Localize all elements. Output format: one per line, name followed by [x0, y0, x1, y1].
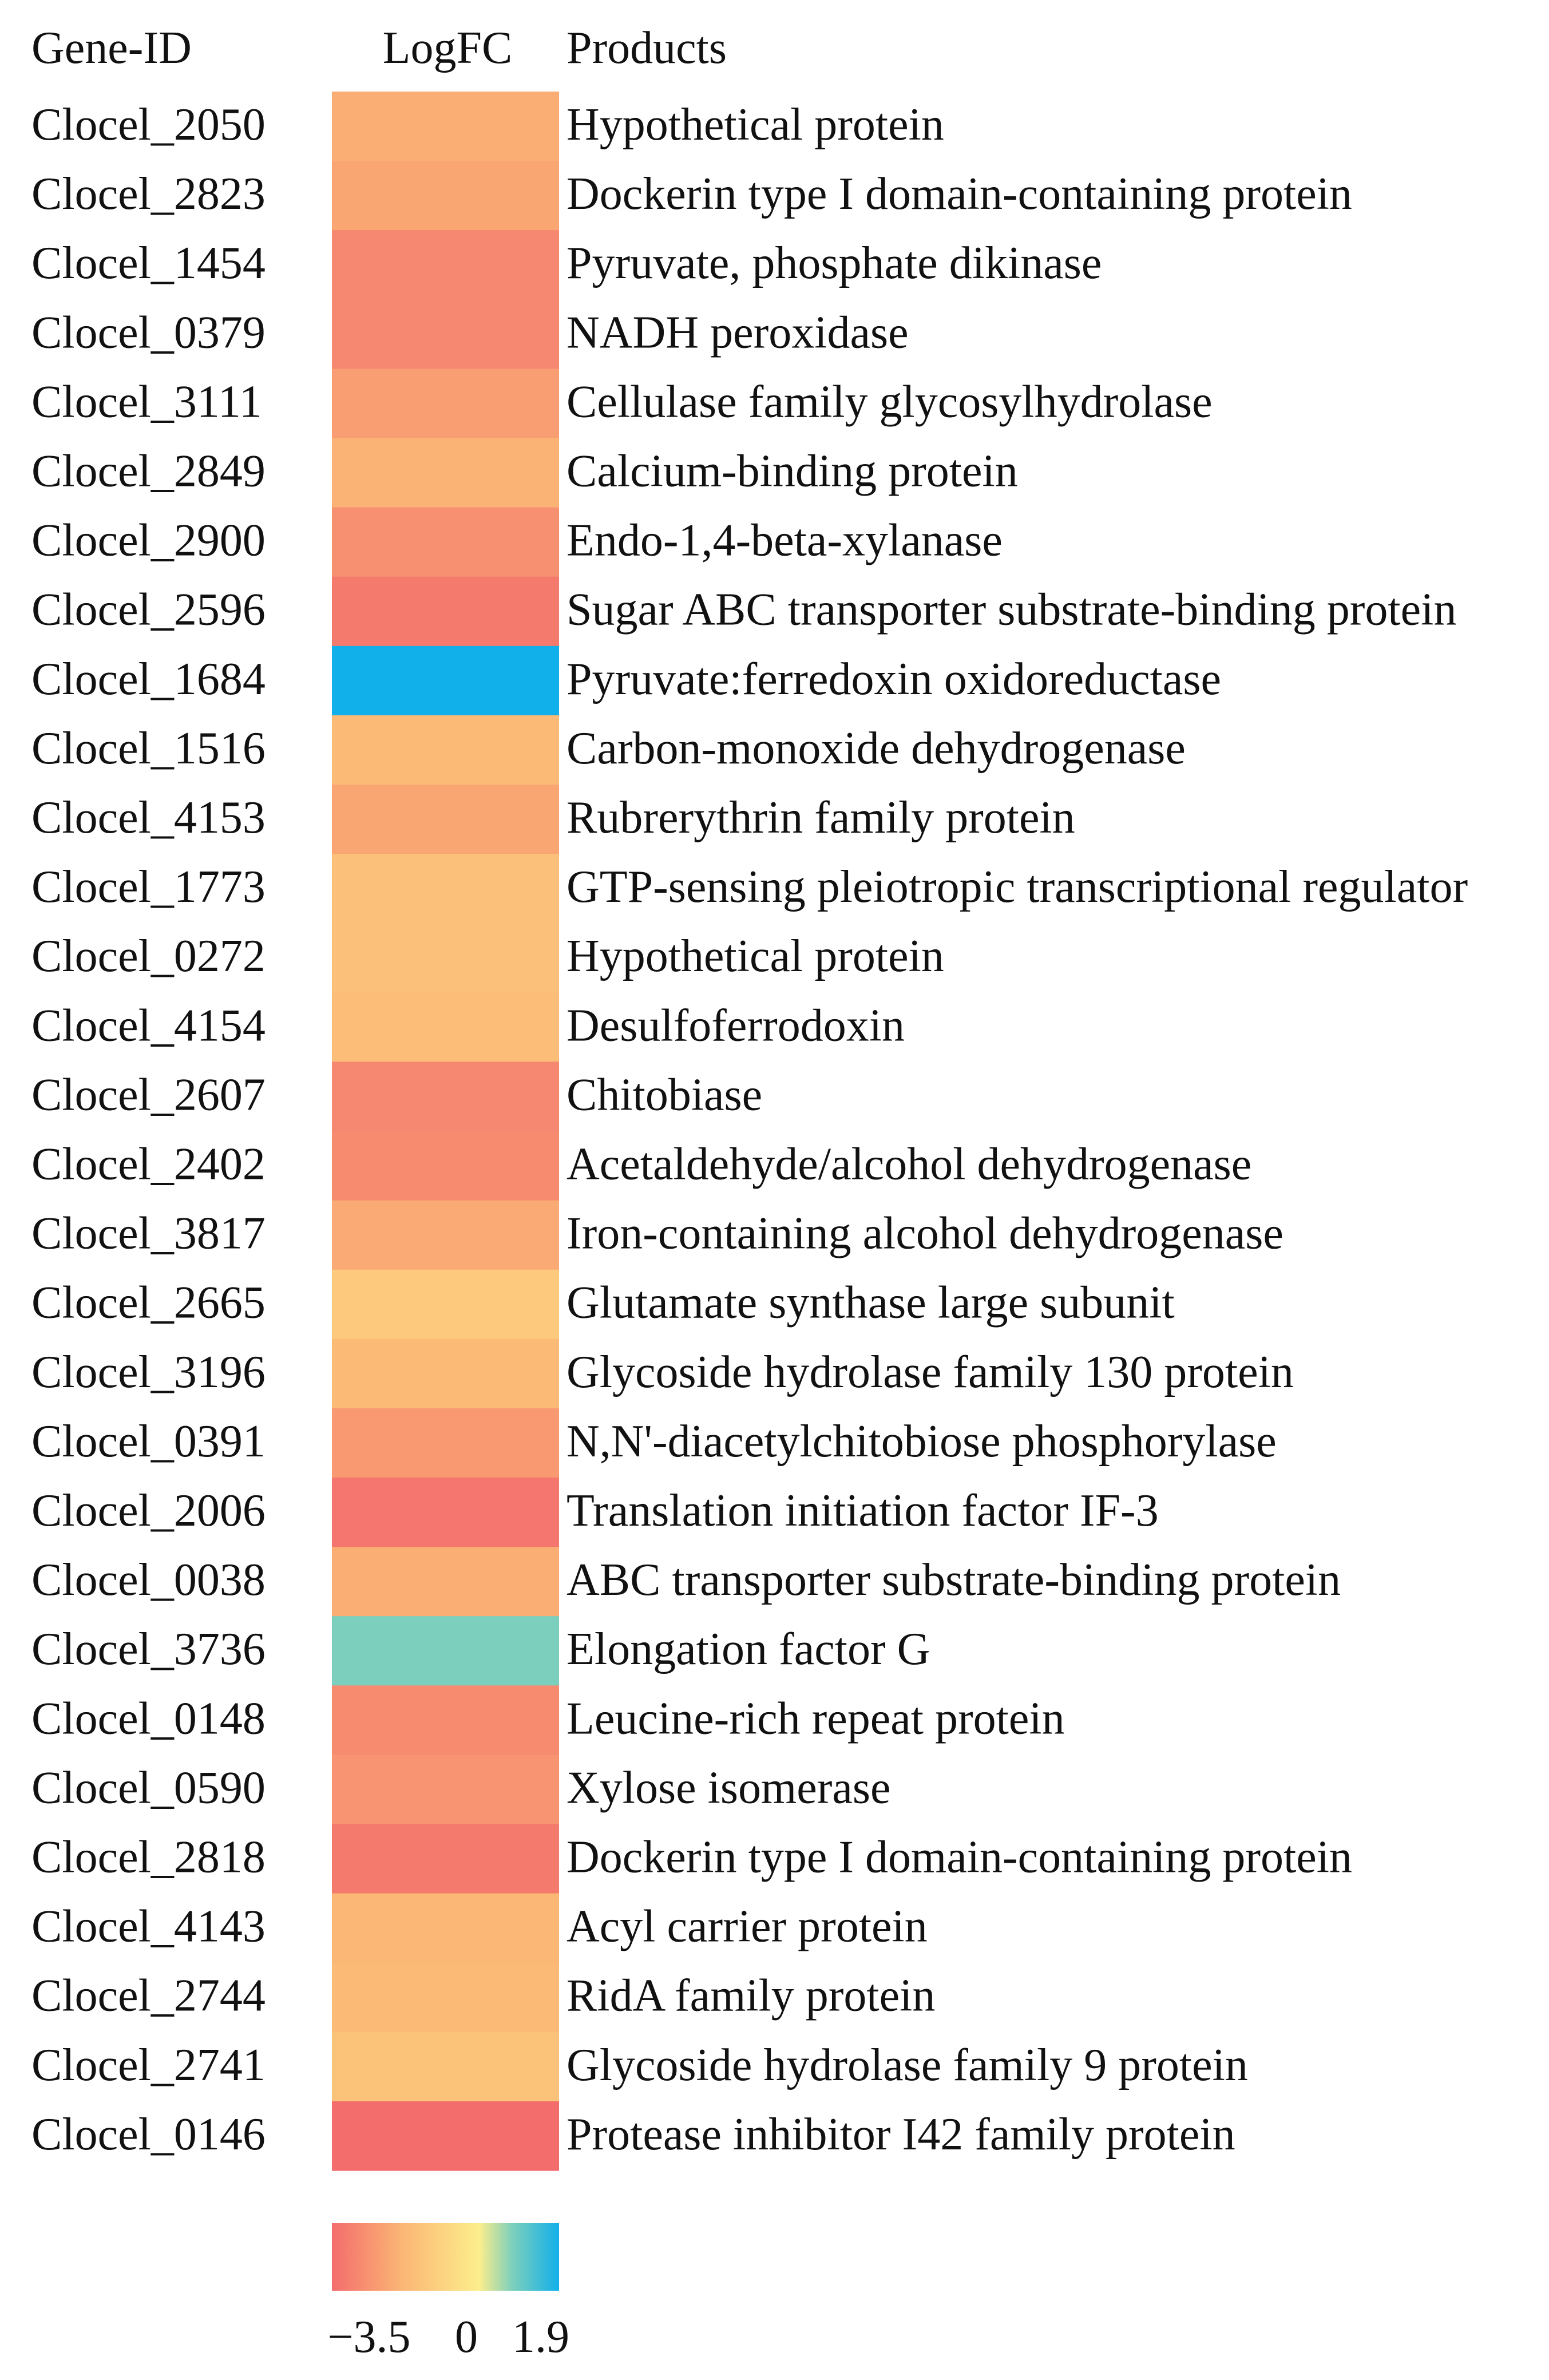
heatmap-cell	[332, 1062, 559, 1132]
heatmap-cell	[332, 438, 559, 508]
heatmap-cell	[332, 1269, 559, 1340]
gene-id-label: Clocel_2900	[31, 516, 266, 566]
header-gene-id: Gene-ID	[31, 23, 192, 73]
gene-id-label: Clocel_0038	[31, 1555, 266, 1605]
heatmap-cell	[332, 646, 559, 716]
product-label: NADH peroxidase	[566, 307, 909, 358]
gene-id-label: Clocel_1773	[31, 862, 266, 912]
gene-id-label: Clocel_0590	[31, 1763, 266, 1813]
heatmap-cell	[332, 1755, 559, 1825]
heatmap-cell	[332, 1962, 559, 2033]
heatmap-cell	[332, 1338, 559, 1409]
gene-id-label: Clocel_4143	[31, 1902, 266, 1952]
product-label: Pyruvate, phosphate dikinase	[566, 238, 1102, 288]
gene-id-label: Clocel_2607	[31, 1070, 266, 1120]
color-scale-mid-label: 0	[455, 2312, 478, 2362]
heatmap-cell	[332, 1547, 559, 1617]
heatmap-cell	[332, 369, 559, 439]
gene-id-label: Clocel_3196	[31, 1347, 266, 1397]
gene-id-label: Clocel_2741	[31, 2040, 266, 2090]
gene-id-label: Clocel_2744	[31, 1971, 266, 2021]
color-scale-min-label: −3.5	[327, 2312, 410, 2362]
product-label: Carbon-monoxide dehydrogenase	[566, 723, 1186, 774]
heatmap-cell	[332, 715, 559, 785]
heatmap-cell	[332, 507, 559, 577]
gene-id-label: Clocel_0379	[31, 307, 266, 358]
product-label: Desulfoferrodoxin	[566, 1000, 905, 1051]
heatmap-cell	[332, 161, 559, 231]
product-label: Leucine-rich repeat protein	[566, 1693, 1065, 1744]
header-logfc: LogFC	[383, 23, 513, 73]
heatmap-cell	[332, 854, 559, 924]
gene-id-label: Clocel_4154	[31, 1000, 266, 1051]
heatmap-cell	[332, 1824, 559, 1894]
gene-id-label: Clocel_0272	[31, 931, 266, 981]
heatmap-cell	[332, 299, 559, 369]
product-label: Acetaldehyde/alcohol dehydrogenase	[566, 1139, 1251, 1190]
product-label: Hypothetical protein	[566, 931, 944, 981]
color-scale-bar	[332, 2223, 559, 2291]
gene-id-label: Clocel_2402	[31, 1139, 266, 1190]
gene-id-label: Clocel_2823	[31, 169, 266, 219]
header-products: Products	[566, 23, 727, 73]
product-label: Sugar ABC transporter substrate-binding …	[566, 585, 1456, 635]
product-label: ABC transporter substrate-binding protei…	[566, 1555, 1341, 1605]
product-label: Chitobiase	[566, 1070, 762, 1120]
product-label: RidA family protein	[566, 1971, 935, 2021]
product-label: Rubrerythrin family protein	[566, 793, 1075, 843]
product-label: GTP-sensing pleiotropic transcriptional …	[566, 862, 1468, 912]
product-label: Glycoside hydrolase family 9 protein	[566, 2040, 1248, 2090]
color-scale-max-label: 1.9	[512, 2312, 569, 2362]
product-label: Dockerin type I domain-containing protei…	[566, 1832, 1352, 1883]
product-label: Cellulase family glycosylhydrolase	[566, 377, 1213, 427]
gene-id-label: Clocel_0148	[31, 1693, 266, 1744]
heatmap-cell	[332, 576, 559, 647]
gene-id-label: Clocel_2849	[31, 446, 266, 497]
product-label: Glycoside hydrolase family 130 protein	[566, 1347, 1294, 1397]
product-label: N,N'-diacetylchitobiose phosphorylase	[566, 1416, 1277, 1467]
gene-id-label: Clocel_1454	[31, 238, 266, 288]
heatmap-cell	[332, 1131, 559, 1201]
product-label: Calcium-binding protein	[566, 446, 1018, 497]
heatmap-cell	[332, 785, 559, 854]
heatmap-cell	[332, 992, 559, 1062]
product-label: Hypothetical protein	[566, 100, 944, 150]
gene-id-label: Clocel_2050	[31, 100, 266, 150]
product-label: Dockerin type I domain-containing protei…	[566, 169, 1352, 219]
product-label: Iron-containing alcohol dehydrogenase	[566, 1209, 1283, 1259]
heatmap-cell	[332, 1616, 559, 1686]
product-label: Endo-1,4-beta-xylanase	[566, 516, 1003, 566]
heatmap-rows: Clocel_2050 Hypothetical protein Clocel_28…	[31, 92, 1468, 2171]
heatmap-cell	[332, 1685, 559, 1755]
heatmap-cell	[332, 2101, 559, 2171]
heatmap-cell	[332, 1200, 559, 1270]
heatmap-cell	[332, 923, 559, 993]
product-label: Xylose isomerase	[566, 1763, 891, 1813]
gene-id-label: Clocel_0146	[31, 2109, 266, 2160]
gene-id-label: Clocel_2006	[31, 1486, 266, 1536]
gene-id-label: Clocel_2818	[31, 1832, 266, 1883]
heatmap-cell	[332, 1478, 559, 1547]
gene-id-label: Clocel_3111	[31, 377, 262, 427]
heatmap-cell	[332, 92, 559, 161]
product-label: Acyl carrier protein	[566, 1902, 928, 1952]
gene-id-label: Clocel_0391	[31, 1416, 266, 1467]
product-label: Pyruvate:ferredoxin oxidoreductase	[566, 654, 1221, 704]
gene-id-label: Clocel_1684	[31, 654, 266, 704]
heatmap-cell	[332, 1408, 559, 1478]
heatmap-cell	[332, 2031, 559, 2102]
gene-id-label: Clocel_2665	[31, 1278, 266, 1328]
gene-id-label: Clocel_2596	[31, 585, 266, 635]
product-label: Elongation factor G	[566, 1624, 930, 1674]
product-label: Glutamate synthase large subunit	[566, 1278, 1175, 1328]
gene-id-label: Clocel_3736	[31, 1624, 266, 1674]
heatmap-cell	[332, 1893, 559, 1963]
gene-id-label: Clocel_4153	[31, 793, 266, 843]
gene-id-label: Clocel_1516	[31, 723, 266, 774]
gene-id-label: Clocel_3817	[31, 1209, 266, 1259]
product-label: Protease inhibitor I42 family protein	[566, 2109, 1235, 2160]
heatmap-cell	[332, 230, 559, 300]
product-label: Translation initiation factor IF-3	[566, 1486, 1159, 1536]
